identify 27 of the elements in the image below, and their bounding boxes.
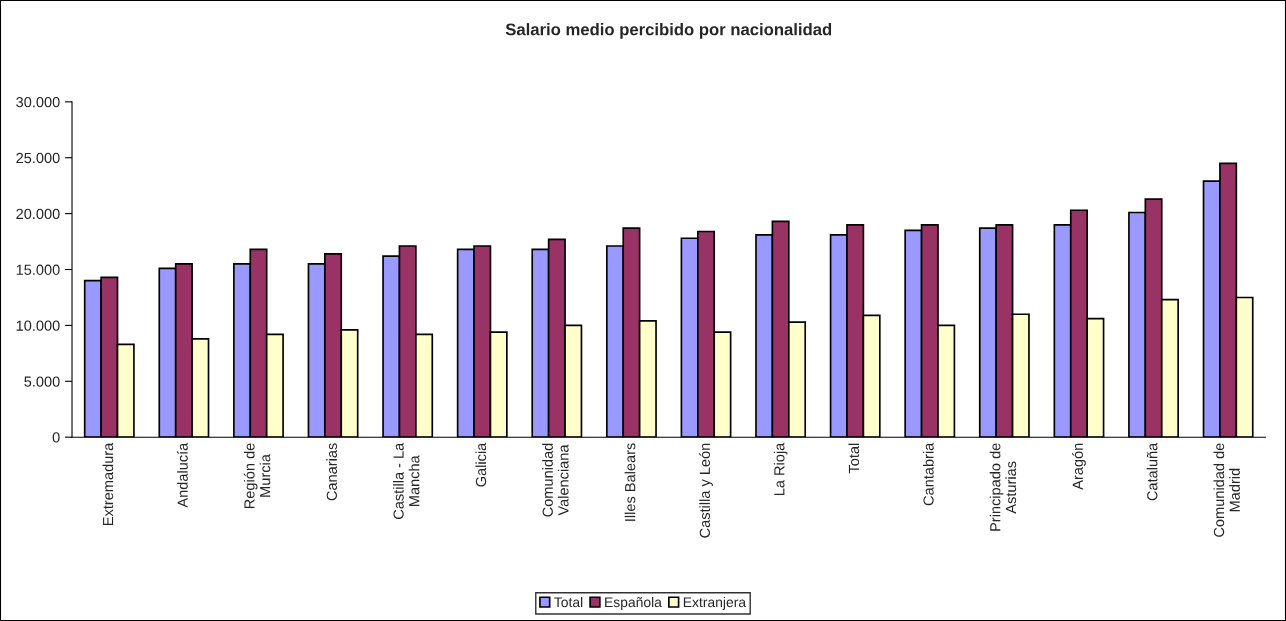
x-tick-label: Extremadura — [102, 442, 114, 526]
y-tick-label: 5.000 — [24, 376, 60, 387]
y-tick-label: 20.000 — [16, 208, 60, 220]
x-tick-label: Canarias — [326, 443, 337, 501]
x-tick-label: Comunidad Valenciana — [542, 443, 569, 517]
x-tick-label: Castilla - La Mancha — [393, 442, 420, 519]
chart-title: Salario medio percibido por nacionalidad — [505, 23, 832, 39]
x-tick-label: Comunidad de Madrid — [1213, 443, 1240, 537]
x-tick-label: Total — [848, 443, 860, 474]
x-tick-label: Andalucía — [176, 442, 188, 508]
x-tick-label: La Rioja — [773, 442, 788, 496]
x-tick-label: Principado de Asturias — [989, 443, 1017, 531]
x-tick-label: Illes Balears — [624, 443, 636, 521]
y-tick-label: 25.000 — [16, 152, 60, 164]
y-tick-label: 30.000 — [16, 96, 60, 108]
x-tick-label: Cataluña — [1146, 442, 1158, 501]
x-tick-label: Castilla y León — [699, 443, 713, 538]
x-tick-label: Aragón — [1072, 443, 1086, 490]
y-tick-label: 15.000 — [16, 264, 60, 275]
y-tick-label: 10.000 — [16, 320, 60, 331]
x-tick-label: Región de Murcia — [243, 443, 271, 509]
x-tick-label: Cantabria — [922, 442, 934, 506]
legend-label: Española — [605, 596, 662, 610]
legend-label: Extranjera — [683, 596, 747, 610]
x-tick-label: Galicia — [475, 442, 487, 487]
legend-label: Total — [554, 596, 583, 608]
y-tick-label: 0 — [52, 432, 60, 443]
